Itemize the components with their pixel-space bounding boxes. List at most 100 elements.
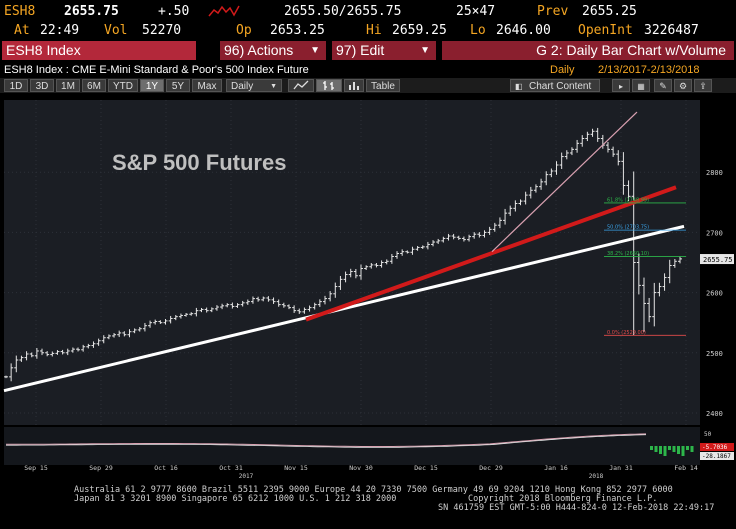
grid-icon[interactable]: ▦: [632, 79, 650, 92]
footer-copyright: Copyright 2018 Bloomberg Finance L.P.: [468, 494, 658, 504]
frequency-value: Daily: [231, 81, 254, 92]
chart-content-label: Chart Content: [529, 81, 592, 92]
security-description: ESH8 Index : CME E-Mini Standard & Poor'…: [4, 64, 309, 76]
x-tick-label: Dec 29: [479, 464, 503, 472]
last-price: 2655.75: [64, 4, 119, 19]
quote-row-2: At 22:49 Vol 52270 Op 2653.25 Hi 2659.25…: [0, 21, 736, 41]
table-button[interactable]: Table: [366, 79, 400, 92]
dropdown-arrow-icon: ▼: [270, 83, 277, 90]
x-tick-label: Oct 16: [154, 464, 178, 472]
bid-ask-size: 25×47: [456, 4, 496, 19]
actions-menu-number: 96): [224, 42, 245, 58]
dropdown-arrow-icon: ▼: [310, 45, 320, 56]
footer-session-info: SN 461759 EST GMT-5:00 H444-824-0 12-Feb…: [438, 503, 715, 513]
menu-bar: ESH8 Index 96) Actions ▼ 97) Edit ▼ G 2:…: [0, 40, 736, 61]
x-tick-label: Jan 31: [609, 464, 633, 472]
oscillator-histogram-bar: [677, 446, 680, 454]
year-label: 2018: [589, 473, 604, 480]
range-1d-button[interactable]: 1D: [4, 79, 28, 92]
export-icon[interactable]: ⇪: [694, 79, 712, 92]
fib-label: 61.8% (2748.99): [607, 197, 649, 203]
oscillator-signal-label: -28.1867: [702, 453, 731, 460]
bar-chart-icon[interactable]: [344, 79, 364, 92]
oscillator-histogram-bar: [690, 446, 694, 452]
line-chart-icon[interactable]: [288, 79, 314, 92]
oscillator-histogram-bar: [663, 446, 667, 456]
oscillator-histogram-bar: [686, 446, 689, 450]
open-label: Op: [236, 23, 252, 38]
footer-contacts-line-2: Japan 81 3 3201 8900 Singapore 65 6212 1…: [74, 494, 397, 504]
at-label: At: [14, 23, 30, 38]
settings-icon[interactable]: ⚙: [674, 79, 692, 92]
range-1y-button[interactable]: 1Y: [140, 79, 164, 92]
x-tick-label: Sep 29: [89, 464, 113, 472]
year-label: 2017: [239, 473, 254, 480]
edit-menu-label: Edit: [360, 42, 385, 58]
range-ytd-button[interactable]: YTD: [108, 79, 138, 92]
oscillator-value-tag: [700, 443, 734, 451]
oscillator-signal-tag: [700, 452, 734, 460]
price-chart[interactable]: 61.8% (2748.99) 50.0% (2703.75) 38.2% (266…: [0, 94, 736, 484]
open-interest-label: OpenInt: [578, 23, 633, 38]
oscillator-line: [6, 433, 647, 447]
y-tick-label: 2600: [706, 290, 723, 298]
oscillator-histogram-bar: [654, 446, 658, 452]
trend-line: [3, 224, 685, 393]
net-change: +.50: [158, 4, 190, 19]
y-tick-label: 2500: [706, 350, 723, 358]
fib-label: 38.2% (2660.10): [607, 251, 649, 257]
low-price: 2646.00: [496, 23, 551, 38]
actions-menu-label: Actions: [247, 42, 294, 58]
last-price-tag-label: 2655.75: [703, 256, 733, 264]
last-time: 22:49: [40, 23, 80, 38]
low-label: Lo: [470, 23, 486, 38]
y-tick-label: 2700: [706, 229, 723, 237]
x-tick-label: Dec 15: [414, 464, 438, 472]
range-max-button[interactable]: Max: [192, 79, 222, 92]
arrow-icon[interactable]: ▸: [612, 79, 630, 92]
footer-contacts-line-1: Australia 61 2 9777 8600 Brazil 5511 239…: [74, 485, 673, 495]
open-price: 2653.25: [270, 23, 325, 38]
bar-chart-type-icon[interactable]: [316, 79, 342, 92]
trend-line: [305, 185, 677, 322]
period-label[interactable]: Daily: [550, 64, 575, 76]
ticker[interactable]: ESH8: [4, 4, 36, 19]
fib-label: 0.0% (2529.00): [607, 330, 646, 336]
date-range[interactable]: 2/13/2017-2/13/2018: [598, 64, 700, 76]
open-interest: 3226487: [644, 23, 699, 38]
oscillator-tick-label: 50: [704, 431, 712, 438]
y-tick-label: 2400: [706, 410, 723, 418]
oscillator-histogram-bar: [650, 446, 653, 450]
range-6m-button[interactable]: 6M: [82, 79, 106, 92]
volume: 52270: [142, 23, 182, 38]
function-title: G 2: Daily Bar Chart w/Volume: [442, 41, 734, 60]
plot-area[interactable]: [4, 100, 700, 425]
fib-label: 50.0% (2703.75): [607, 225, 649, 231]
bid-ask: 2655.50/2655.75: [284, 4, 402, 19]
actions-menu[interactable]: 96) Actions ▼: [220, 41, 326, 60]
trend-line: [491, 111, 638, 253]
edit-menu[interactable]: 97) Edit ▼: [332, 41, 436, 60]
oscillator-histogram-bar: [668, 446, 671, 450]
price-bars: [4, 127, 682, 382]
chart-toolbar: 1D 3D 1M 6M YTD 1Y 5Y Max Daily ▼ Table …: [0, 78, 736, 93]
oscillator-histogram-bar: [672, 446, 676, 452]
oscillator-value-label: -5.7036: [702, 444, 728, 451]
y-tick-label: 2800: [706, 169, 723, 177]
x-tick-label: Feb 14: [674, 464, 698, 472]
dropdown-arrow-icon: ▼: [420, 45, 430, 56]
vol-label: Vol: [104, 23, 128, 38]
range-1m-button[interactable]: 1M: [56, 79, 80, 92]
frequency-select[interactable]: Daily ▼: [226, 79, 282, 92]
x-tick-label: Jan 16: [544, 464, 568, 472]
edit-icon[interactable]: ✎: [654, 79, 672, 92]
quote-row-1: ESH8 2655.75 +.50 2655.50/2655.75 25×47 …: [0, 2, 736, 22]
security-field[interactable]: ESH8 Index: [2, 41, 196, 60]
chart-content-button[interactable]: ◧ Chart Content: [510, 79, 600, 92]
range-5y-button[interactable]: 5Y: [166, 79, 190, 92]
range-3d-button[interactable]: 3D: [30, 79, 54, 92]
chart-title: S&P 500 Futures: [112, 150, 286, 175]
mini-chart-icon: [208, 4, 240, 25]
prev-close: 2655.25: [582, 4, 637, 19]
high-price: 2659.25: [392, 23, 447, 38]
